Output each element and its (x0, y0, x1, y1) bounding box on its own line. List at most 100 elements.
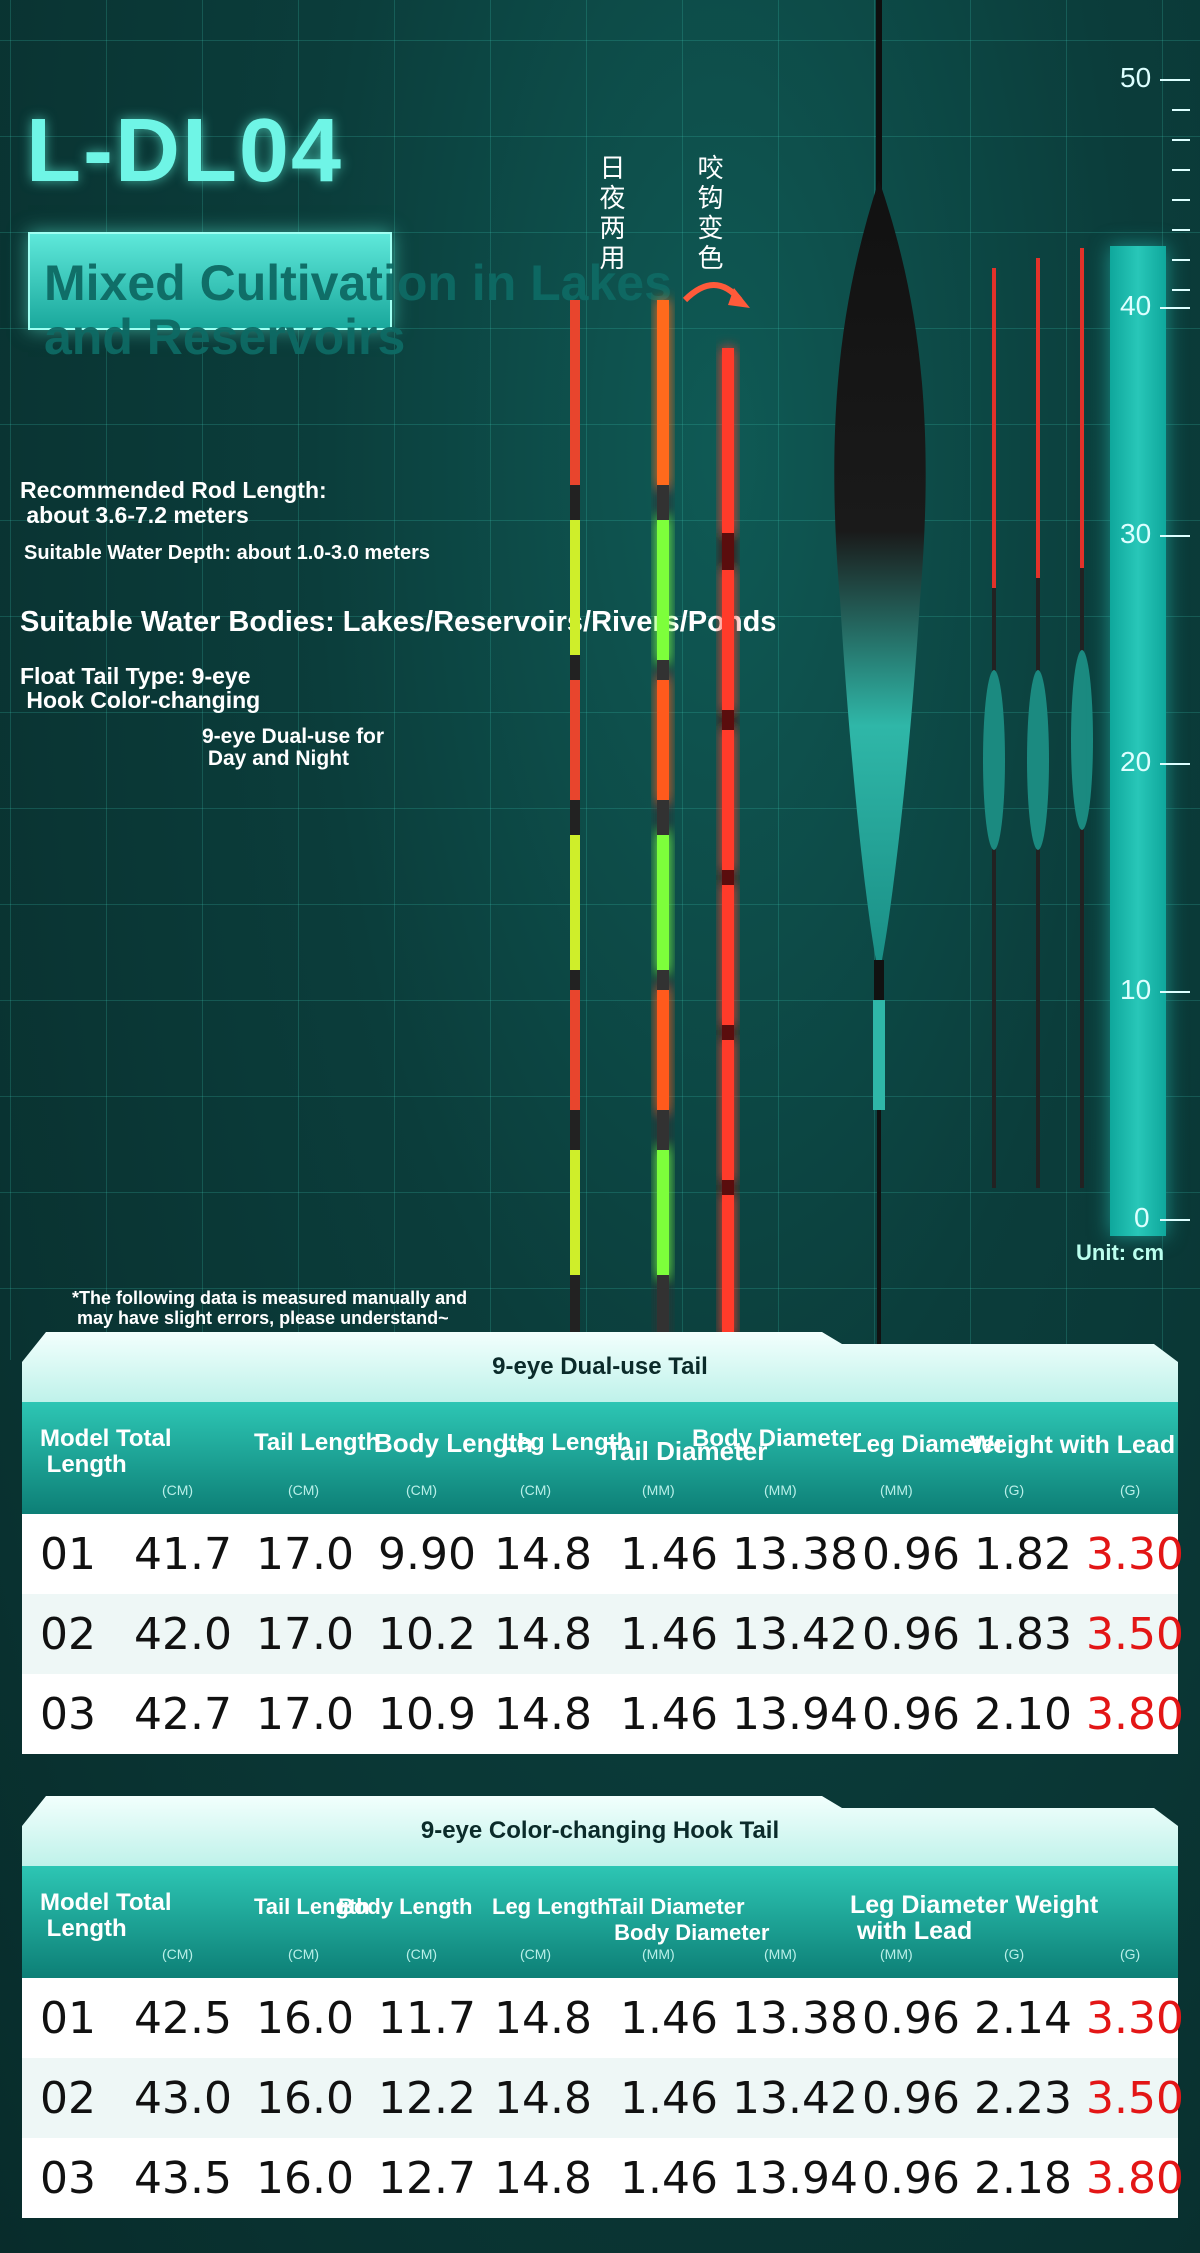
product-title: L-DL04 (26, 101, 344, 201)
tail-type-spec: Float Tail Type: 9-eye Hook Color-changi… (20, 663, 261, 713)
cell-body-diameter: 13.38 (732, 1992, 858, 2044)
cell-model: 03 (40, 1688, 96, 1740)
header-tail-length: Tail Length (254, 1894, 370, 1919)
unit-label: (MM) (764, 1482, 797, 1498)
cell-leg-length: 14.8 (494, 1528, 592, 1580)
ruler-unit: Unit: cm (1076, 1240, 1164, 1265)
cell-leg-length: 14.8 (494, 1608, 592, 1660)
float-illustration (570, 0, 1093, 1345)
cell-tail-diameter: 1.46 (620, 2152, 718, 2204)
cell-weight-with-lead: 3.80 (1086, 2152, 1184, 2204)
day-night-label: 日夜两用 (595, 154, 625, 274)
header-leg-length: Leg Length (492, 1894, 611, 1919)
cell-body-diameter: 13.38 (732, 1528, 858, 1580)
cell-body-length: 12.7 (378, 2152, 476, 2204)
unit-label: (CM) (406, 1482, 438, 1498)
header-tail-body-diameter: Tail Diameter Body Diameter (608, 1894, 770, 1945)
spec-table-color-changing: 9-eye Color-changing Hook Tail Model Tot… (22, 1796, 1184, 2218)
unit-label: (MM) (764, 1946, 797, 1962)
spec-table-dual-use: 9-eye Dual-use Tail Model Total Length T… (22, 1332, 1184, 1754)
cell-leg-length: 14.8 (494, 2072, 592, 2124)
cell-tail-diameter: 1.46 (620, 1688, 718, 1740)
cell-weight: 2.10 (974, 1688, 1072, 1740)
unit-label: (MM) (880, 1482, 913, 1498)
measurement-ruler (1110, 246, 1166, 1236)
unit-label: (CM) (406, 1946, 438, 1962)
unit-label: (CM) (520, 1946, 552, 1962)
ruler-label-30: 30 (1120, 518, 1152, 549)
table-title: 9-eye Color-changing Hook Tail (22, 1796, 1178, 1866)
measurement-note: *The following data is measured manually… (72, 1288, 468, 1328)
ruler-label-0: 0 (1134, 1202, 1150, 1233)
cell-total-length: 42.0 (134, 1608, 232, 1660)
cell-weight-with-lead: 3.30 (1086, 1528, 1184, 1580)
header-tail-length: Tail Length (254, 1429, 381, 1456)
table-header-row: Model Total Length Tail Length Body Leng… (22, 1866, 1178, 1978)
table-row: 03 43.5 16.0 12.7 14.8 1.46 13.94 0.96 2… (22, 2138, 1184, 2218)
cell-weight-with-lead: 3.30 (1086, 1992, 1184, 2044)
ruler-label-50: 50 (1120, 62, 1152, 93)
header-model-total-length: Model Total Length (40, 1889, 172, 1942)
cell-model: 03 (40, 2152, 96, 2204)
ruler-label-10: 10 (1120, 974, 1152, 1005)
cell-tail-diameter: 1.46 (620, 1992, 718, 2044)
cell-total-length: 41.7 (134, 1528, 232, 1580)
header-weight-with-lead: Weight with Lead (970, 1431, 1176, 1459)
ruler-label-40: 40 (1120, 290, 1152, 321)
cell-tail-length: 17.0 (256, 1688, 354, 1740)
unit-label: (CM) (162, 1946, 194, 1962)
cell-leg-diameter: 0.96 (862, 1688, 960, 1740)
cell-leg-diameter: 0.96 (862, 2072, 960, 2124)
table-row: 01 42.5 16.0 11.7 14.8 1.46 13.38 0.96 2… (22, 1978, 1184, 2058)
table-row: 02 42.0 17.0 10.2 14.8 1.46 13.42 0.96 1… (22, 1594, 1184, 1674)
water-depth-spec: Suitable Water Depth: about 1.0-3.0 mete… (24, 542, 431, 564)
cell-total-length: 42.7 (134, 1688, 232, 1740)
table-title: 9-eye Dual-use Tail (22, 1332, 1178, 1402)
cell-total-length: 43.5 (134, 2152, 232, 2204)
cell-body-diameter: 13.42 (732, 1608, 858, 1660)
header-leg-diameter-weight: Leg Diameter Weight with Lead (850, 1891, 1099, 1945)
tail-glowing (657, 300, 669, 1345)
cell-leg-length: 14.8 (494, 1688, 592, 1740)
cell-weight: 1.82 (974, 1528, 1072, 1580)
cell-weight: 2.18 (974, 2152, 1072, 2204)
cell-body-length: 10.9 (378, 1688, 476, 1740)
header-leg-diameter: Leg Diameter (852, 1431, 1005, 1458)
cell-tail-length: 16.0 (256, 2072, 354, 2124)
table-row: 02 43.0 16.0 12.2 14.8 1.46 13.42 0.96 2… (22, 2058, 1184, 2138)
cell-body-length: 11.7 (378, 1992, 476, 2044)
cell-tail-length: 16.0 (256, 2152, 354, 2204)
cell-weight-with-lead: 3.50 (1086, 2072, 1184, 2124)
unit-label: (MM) (642, 1946, 675, 1962)
cell-total-length: 43.0 (134, 2072, 232, 2124)
cell-body-length: 10.2 (378, 1608, 476, 1660)
cell-leg-diameter: 0.96 (862, 1992, 960, 2044)
background-grid (0, 0, 1200, 1360)
cell-weight-with-lead: 3.80 (1086, 1688, 1184, 1740)
cell-weight-with-lead: 3.50 (1086, 1608, 1184, 1660)
table-row: 03 42.7 17.0 10.9 14.8 1.46 13.94 0.96 2… (22, 1674, 1184, 1754)
cell-leg-length: 14.8 (494, 2152, 592, 2204)
header-model-total-length: Model Total Length (40, 1425, 172, 1478)
unit-label: (MM) (642, 1482, 675, 1498)
tail-red-glowing (722, 348, 734, 1345)
cell-body-length: 12.2 (378, 2072, 476, 2124)
dual-use-spec: 9-eye Dual-use for Day and Night (202, 725, 385, 770)
cell-total-length: 42.5 (134, 1992, 232, 2044)
cell-tail-length: 16.0 (256, 1992, 354, 2044)
cell-body-length: 9.90 (378, 1528, 476, 1580)
unit-label: (G) (1120, 1482, 1141, 1498)
cell-body-diameter: 13.94 (732, 1688, 858, 1740)
cell-body-diameter: 13.94 (732, 2152, 858, 2204)
cell-leg-length: 14.8 (494, 1992, 592, 2044)
tail-red-yellow (570, 300, 580, 1345)
cell-tail-length: 17.0 (256, 1528, 354, 1580)
table-row: 01 41.7 17.0 9.90 14.8 1.46 13.38 0.96 1… (22, 1514, 1184, 1594)
unit-label: (G) (1004, 1946, 1025, 1962)
header-leg-length: Leg Length (502, 1429, 632, 1456)
header-body-length: Body Length (338, 1894, 473, 1919)
cell-model: 01 (40, 1528, 96, 1580)
cell-tail-diameter: 1.46 (620, 1528, 718, 1580)
cell-weight: 2.23 (974, 2072, 1072, 2124)
cell-tail-diameter: 1.46 (620, 2072, 718, 2124)
